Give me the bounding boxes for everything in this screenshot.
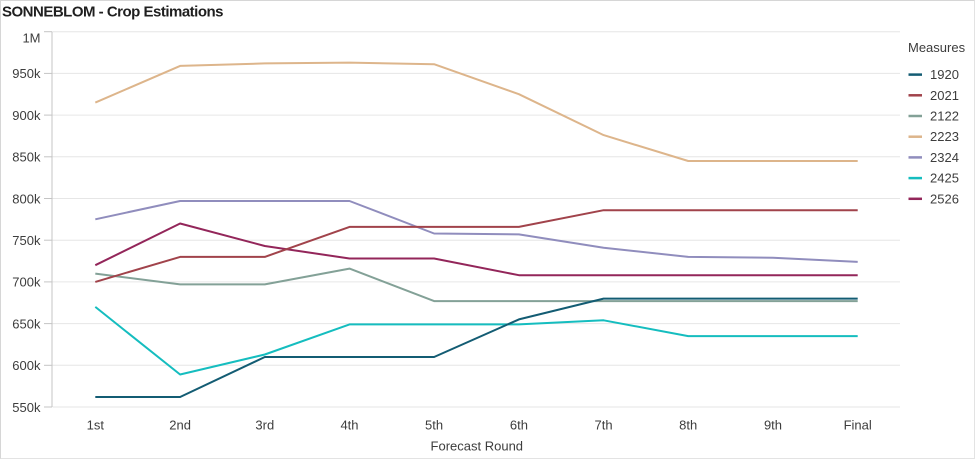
- svg-text:2425: 2425: [930, 171, 959, 186]
- svg-text:2nd: 2nd: [169, 418, 191, 433]
- svg-text:6th: 6th: [510, 418, 528, 433]
- svg-text:1st: 1st: [87, 418, 105, 433]
- svg-text:800k: 800k: [12, 191, 41, 206]
- svg-text:7th: 7th: [595, 418, 613, 433]
- svg-text:850k: 850k: [12, 150, 41, 165]
- svg-text:3rd: 3rd: [255, 418, 274, 433]
- svg-text:SONNEBLOM - Crop Estimations: SONNEBLOM - Crop Estimations: [2, 4, 223, 21]
- svg-text:Measures: Measures: [908, 40, 966, 55]
- svg-text:2122: 2122: [930, 109, 959, 124]
- svg-text:2324: 2324: [930, 150, 959, 165]
- svg-text:950k: 950k: [12, 66, 41, 81]
- svg-text:900k: 900k: [12, 108, 41, 123]
- svg-text:4th: 4th: [340, 418, 358, 433]
- svg-text:8th: 8th: [679, 418, 697, 433]
- svg-text:1M: 1M: [22, 31, 40, 46]
- svg-text:2526: 2526: [930, 191, 959, 206]
- svg-text:Final: Final: [844, 418, 872, 433]
- svg-text:700k: 700k: [12, 275, 41, 290]
- svg-text:9th: 9th: [764, 418, 782, 433]
- svg-text:650k: 650k: [12, 316, 41, 331]
- svg-text:5th: 5th: [425, 418, 443, 433]
- svg-text:2021: 2021: [930, 88, 959, 103]
- svg-text:550k: 550k: [12, 400, 41, 415]
- svg-text:2223: 2223: [930, 129, 959, 144]
- svg-text:1920: 1920: [930, 67, 959, 82]
- svg-text:Forecast Round: Forecast Round: [431, 439, 524, 454]
- svg-text:600k: 600k: [12, 358, 41, 373]
- svg-text:750k: 750k: [12, 233, 41, 248]
